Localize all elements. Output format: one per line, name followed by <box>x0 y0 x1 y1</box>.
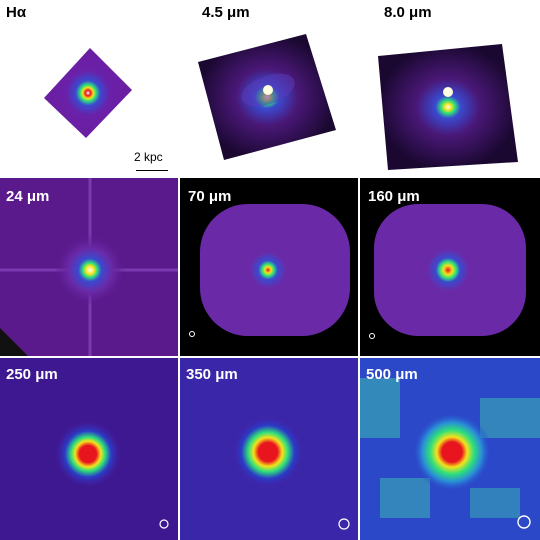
panel-halpha: Hα <box>0 0 178 176</box>
panel-8um: 8.0 μm <box>360 0 540 176</box>
panel-250um: 250 μm <box>0 358 178 540</box>
160um-image <box>369 204 526 339</box>
panel-24um: 24 μm <box>0 178 178 356</box>
halpha-image <box>44 48 132 138</box>
panel-70um: 70 μm <box>180 178 358 356</box>
scale-bar-line <box>136 170 168 171</box>
panel-350um: 350 μm <box>180 358 358 540</box>
label-8um: 8.0 μm <box>384 4 432 21</box>
panel-4-5um: 4.5 μm <box>180 0 358 176</box>
4-5um-image <box>198 34 336 160</box>
label-70um: 70 μm <box>188 188 232 205</box>
250um-image <box>0 358 178 540</box>
panel-160um: 160 μm <box>360 178 540 356</box>
scale-bar-label: 2 kpc <box>134 150 163 164</box>
24um-image <box>0 178 178 356</box>
panel-500um: 500 μm <box>360 358 540 540</box>
70um-image <box>189 204 350 337</box>
8um-image <box>378 44 518 170</box>
350um-image <box>180 358 358 540</box>
500um-image <box>360 358 540 540</box>
label-160um: 160 μm <box>368 188 420 205</box>
label-500um: 500 μm <box>366 366 418 383</box>
label-halpha: Hα <box>6 4 27 21</box>
label-24um: 24 μm <box>6 188 50 205</box>
label-350um: 350 μm <box>186 366 238 383</box>
label-4-5um: 4.5 μm <box>202 4 250 21</box>
label-250um: 250 μm <box>6 366 58 383</box>
